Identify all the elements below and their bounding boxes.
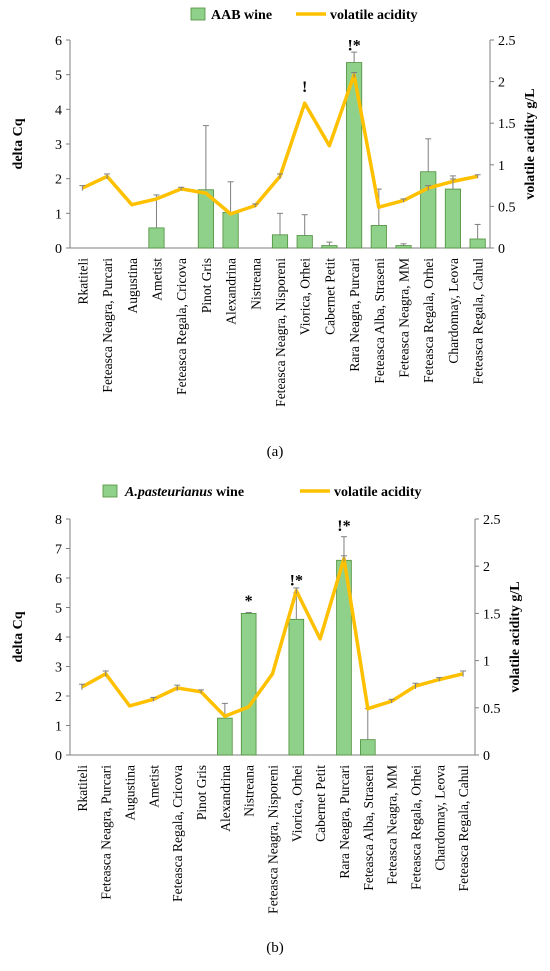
category-label: Viorica, Orhei xyxy=(289,765,304,842)
bar xyxy=(296,235,313,249)
bar xyxy=(321,245,338,249)
legend-bar-label-species: A.pasteurianus xyxy=(124,485,213,500)
category-label: Alexandrina xyxy=(218,765,233,832)
category-label: Ametist xyxy=(146,765,161,808)
right-tick-label: 1 xyxy=(498,159,505,174)
category-label: Feteasca Regala, Cahul xyxy=(471,258,486,385)
left-tick-label: 6 xyxy=(55,572,62,587)
category-label: Feteasca Neagra, Purcari xyxy=(99,765,114,900)
category-label: Rkatiteli xyxy=(75,765,90,812)
significance-marker: * xyxy=(245,593,253,610)
category-label: Feteasca Neagra, Nisporeni xyxy=(273,258,288,407)
significance-marker: !* xyxy=(337,518,350,535)
category-label: Rkatiteli xyxy=(75,258,90,305)
left-tick-label: 5 xyxy=(55,69,62,84)
right-tick-label: 0 xyxy=(483,749,490,764)
legend-bar-label: A.pasteurianus wine xyxy=(124,485,244,500)
legend-bar-swatch xyxy=(102,484,118,498)
bar xyxy=(395,245,412,249)
category-label: Pinot Gris xyxy=(199,258,214,313)
panel-caption: (b) xyxy=(266,940,284,956)
right-tick-label: 1.5 xyxy=(483,607,501,622)
left-tick-label: 8 xyxy=(55,513,62,528)
category-label: Feteasca Regala, Cahul xyxy=(456,765,471,892)
bar xyxy=(360,739,376,756)
right-tick-label: 2.5 xyxy=(483,513,501,528)
left-tick-label: 4 xyxy=(55,103,62,118)
right-tick-label: 0.5 xyxy=(483,702,501,717)
category-label: Pinot Gris xyxy=(194,765,209,820)
category-label: Feteasca Neagra, MM xyxy=(385,765,400,885)
right-tick-label: 2.5 xyxy=(498,34,516,49)
category-label: Cabernet Petit xyxy=(313,765,328,842)
y2-axis-title: volatile acidity g/L xyxy=(508,581,523,692)
bar xyxy=(217,717,233,756)
legend-line-label: volatile acidity xyxy=(330,8,418,23)
y2-axis-title: volatile acidity g/L xyxy=(523,88,538,199)
volatile-acidity-line xyxy=(81,73,478,216)
bar xyxy=(271,234,289,249)
category-label: Feteasca Alba, Straseni xyxy=(372,258,387,384)
significance-marker: !* xyxy=(290,572,303,589)
left-tick-label: 3 xyxy=(55,661,62,676)
category-label: Viorica, Orhei xyxy=(298,258,313,335)
left-tick-label: 7 xyxy=(55,543,62,558)
category-label: Augustina xyxy=(125,258,140,314)
chart-panel-b: 0 1 2 3 4 5 6 7 8 0 0.5 1 1.5 2 2.5 delta Cq volatile ac… xyxy=(11,484,523,956)
bar xyxy=(222,211,239,249)
right-tick-label: 2 xyxy=(498,76,505,91)
left-tick-label: 4 xyxy=(55,631,62,646)
legend-line-label: volatile acidity xyxy=(334,485,422,500)
category-label: Feteasca Regala, Cricova xyxy=(170,765,185,902)
significance-marker: ! xyxy=(302,79,307,96)
bar xyxy=(444,188,461,249)
significance-marker: !* xyxy=(347,37,360,54)
category-label: Chardonnay, Leova xyxy=(432,765,447,871)
category-label: Feteasca Neagra, Nisporeni xyxy=(266,765,281,914)
bar xyxy=(240,612,257,756)
category-label: Nistreana xyxy=(242,765,257,817)
right-tick-label: 0.5 xyxy=(498,200,516,215)
category-label: Ametist xyxy=(149,258,164,301)
bar xyxy=(420,171,437,249)
category-label: Feteasca Regala, Orhei xyxy=(421,258,436,383)
category-label: Augustina xyxy=(123,765,138,821)
left-tick-label: 1 xyxy=(55,207,62,222)
category-label: Alexandrina xyxy=(224,258,239,325)
category-label: Feteasca Regala, Cricova xyxy=(174,258,189,395)
left-tick-label: 6 xyxy=(55,34,62,49)
left-tick-label: 2 xyxy=(55,690,62,705)
left-tick-label: 0 xyxy=(55,242,62,257)
legend-bar-swatch xyxy=(190,7,206,21)
y-axis-title: delta Cq xyxy=(11,611,26,662)
category-label: Rara Neagra, Purcari xyxy=(337,765,352,879)
legend-bar-label: AAB wine xyxy=(211,8,272,23)
category-label: Feteasca Neagra, Purcari xyxy=(100,258,115,393)
category-label: Feteasca Regala, Orhei xyxy=(408,765,423,890)
left-tick-label: 0 xyxy=(55,749,62,764)
panel-caption: (a) xyxy=(267,444,284,460)
bar xyxy=(469,238,486,249)
right-tick-label: 0 xyxy=(498,242,505,257)
left-tick-label: 2 xyxy=(55,173,62,188)
category-label: Nistreana xyxy=(248,258,263,310)
category-label: Feteasca Alba, Straseni xyxy=(361,765,376,891)
category-label: Chardonnay, Leova xyxy=(446,258,461,364)
left-tick-label: 1 xyxy=(55,720,62,735)
right-tick-label: 1.5 xyxy=(498,117,516,132)
right-tick-label: 2 xyxy=(483,560,490,575)
right-tick-label: 1 xyxy=(483,655,490,670)
category-label: Feteasca Neagra, MM xyxy=(397,258,412,378)
y-axis-title: delta Cq xyxy=(11,118,26,169)
bar xyxy=(288,618,305,756)
bar xyxy=(370,225,387,249)
legend-bar-label-suffix: wine xyxy=(213,485,245,500)
category-label: Rara Neagra, Purcari xyxy=(347,258,362,372)
left-tick-label: 5 xyxy=(55,602,62,617)
chart-panel-a: 0 1 2 3 4 5 6 0 0.5 1 1.5 2 2.5 delta Cq volatile acid… xyxy=(11,7,538,460)
bar xyxy=(148,227,165,249)
left-tick-label: 3 xyxy=(55,138,62,153)
volatile-acidity-line xyxy=(81,556,464,719)
category-label: Cabernet Petit xyxy=(322,258,337,335)
